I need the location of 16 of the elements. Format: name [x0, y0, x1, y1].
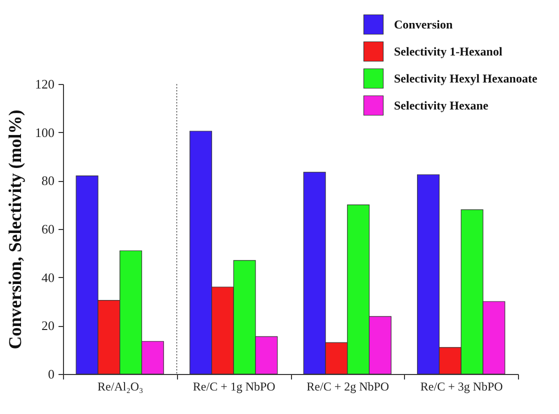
legend-label: Selectivity Hexane [394, 98, 489, 112]
y-tick-label: 120 [35, 76, 54, 92]
x-tick-label: Re/C + 3g NbPO [420, 380, 504, 394]
legend-label: Conversion [394, 18, 453, 32]
x-tick-label: Re/C + 1g NbPO [192, 380, 276, 394]
x-tick-label: Re/Al₂O₃ [98, 380, 144, 394]
y-tick-label: 100 [35, 124, 54, 140]
y-tick-label: 0 [48, 366, 54, 382]
x-tick-label: Re/C + 2g NbPO [306, 380, 390, 394]
y-axis-title: Conversion, Selectivity (mol%) [5, 110, 25, 350]
y-tick-label: 60 [42, 222, 54, 236]
legend-label: Selectivity Hexyl Hexanoate [394, 72, 538, 86]
y-tick-label: 20 [42, 318, 54, 334]
y-tick-label: 80 [42, 173, 54, 188]
legend-label: Selectivity 1-Hexanol [394, 44, 503, 58]
y-tick-label: 40 [42, 270, 54, 285]
